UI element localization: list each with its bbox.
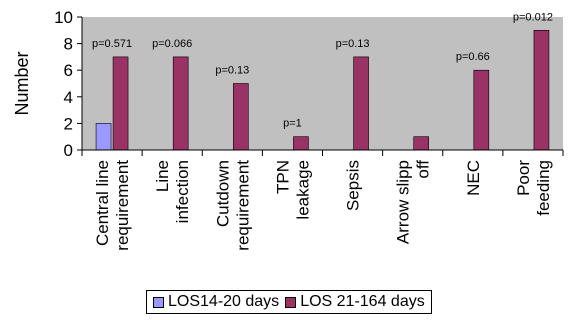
x-axis-category-labels: Central line requirement Line infection Cutd… — [93, 160, 553, 251]
legend: LOS14-20 days LOS 21-164 days — [146, 290, 432, 314]
p-value-label: p=0.571 — [92, 38, 132, 50]
bar-series2-cat8 — [533, 29, 550, 151]
x-category-label: Sepsis — [344, 160, 363, 211]
y-tick-label: 2 — [64, 114, 73, 133]
p-value-label: p=0.012 — [513, 11, 553, 23]
legend-item-los-21-164: LOS 21-164 days — [285, 293, 425, 311]
x-category-label: Cutdown — [213, 160, 232, 227]
bar-series2-cat1 — [112, 56, 129, 151]
x-category-label: Poor — [514, 160, 533, 196]
bar-series2-cat4 — [293, 136, 309, 151]
legend-item-los-14-20: LOS14-20 days — [153, 293, 279, 311]
p-value-labels: p=0.571 p=0.066 p=0.13 p=1 p=0.13 p=0.66 p=0.0… — [92, 11, 553, 129]
y-tick-label: 10 — [54, 8, 73, 27]
y-tick-label: 6 — [64, 61, 73, 80]
x-category-label: Arrow slipp — [394, 160, 413, 244]
bar-series2-cat5 — [353, 56, 369, 151]
p-value-label: p=0.66 — [456, 51, 490, 63]
legend-label-los-14-20: LOS14-20 days — [168, 293, 280, 310]
x-category-label: Central line — [93, 160, 112, 246]
bar-series2-cat6 — [413, 136, 429, 151]
bar-series2-cat2 — [172, 56, 189, 151]
x-category-label: leakage — [293, 160, 312, 220]
p-value-label: p=0.13 — [336, 38, 370, 50]
bar-series2-cat3 — [233, 83, 249, 151]
p-value-label: p=1 — [283, 118, 302, 130]
p-value-label: p=0.13 — [215, 65, 249, 77]
x-category-label: off — [414, 160, 433, 179]
y-axis-ticks: 0 2 4 6 8 10 — [54, 8, 82, 160]
x-category-label: feeding — [534, 160, 553, 216]
x-category-label: requirement — [113, 160, 132, 251]
x-category-label: NEC — [464, 160, 483, 196]
x-category-label: requirement — [233, 160, 252, 251]
bar-series2-cat7 — [473, 69, 490, 151]
x-category-label: TPN — [273, 160, 292, 194]
legend-swatch-los-21-164 — [285, 296, 297, 308]
bars — [95, 29, 550, 151]
y-tick-label: 4 — [64, 88, 73, 107]
bar-series1-cat1 — [95, 123, 112, 151]
x-category-label: infection — [173, 160, 192, 223]
x-category-label: Line — [153, 160, 172, 192]
x-axis-ticks — [81, 150, 564, 156]
y-axis-title: Number — [12, 51, 32, 115]
p-value-label: p=0.066 — [152, 38, 192, 50]
y-tick-label: 8 — [64, 35, 73, 54]
legend-label-los-21-164: LOS 21-164 days — [300, 293, 425, 310]
y-tick-label: 0 — [64, 141, 73, 160]
legend-swatch-los-14-20 — [153, 296, 164, 308]
